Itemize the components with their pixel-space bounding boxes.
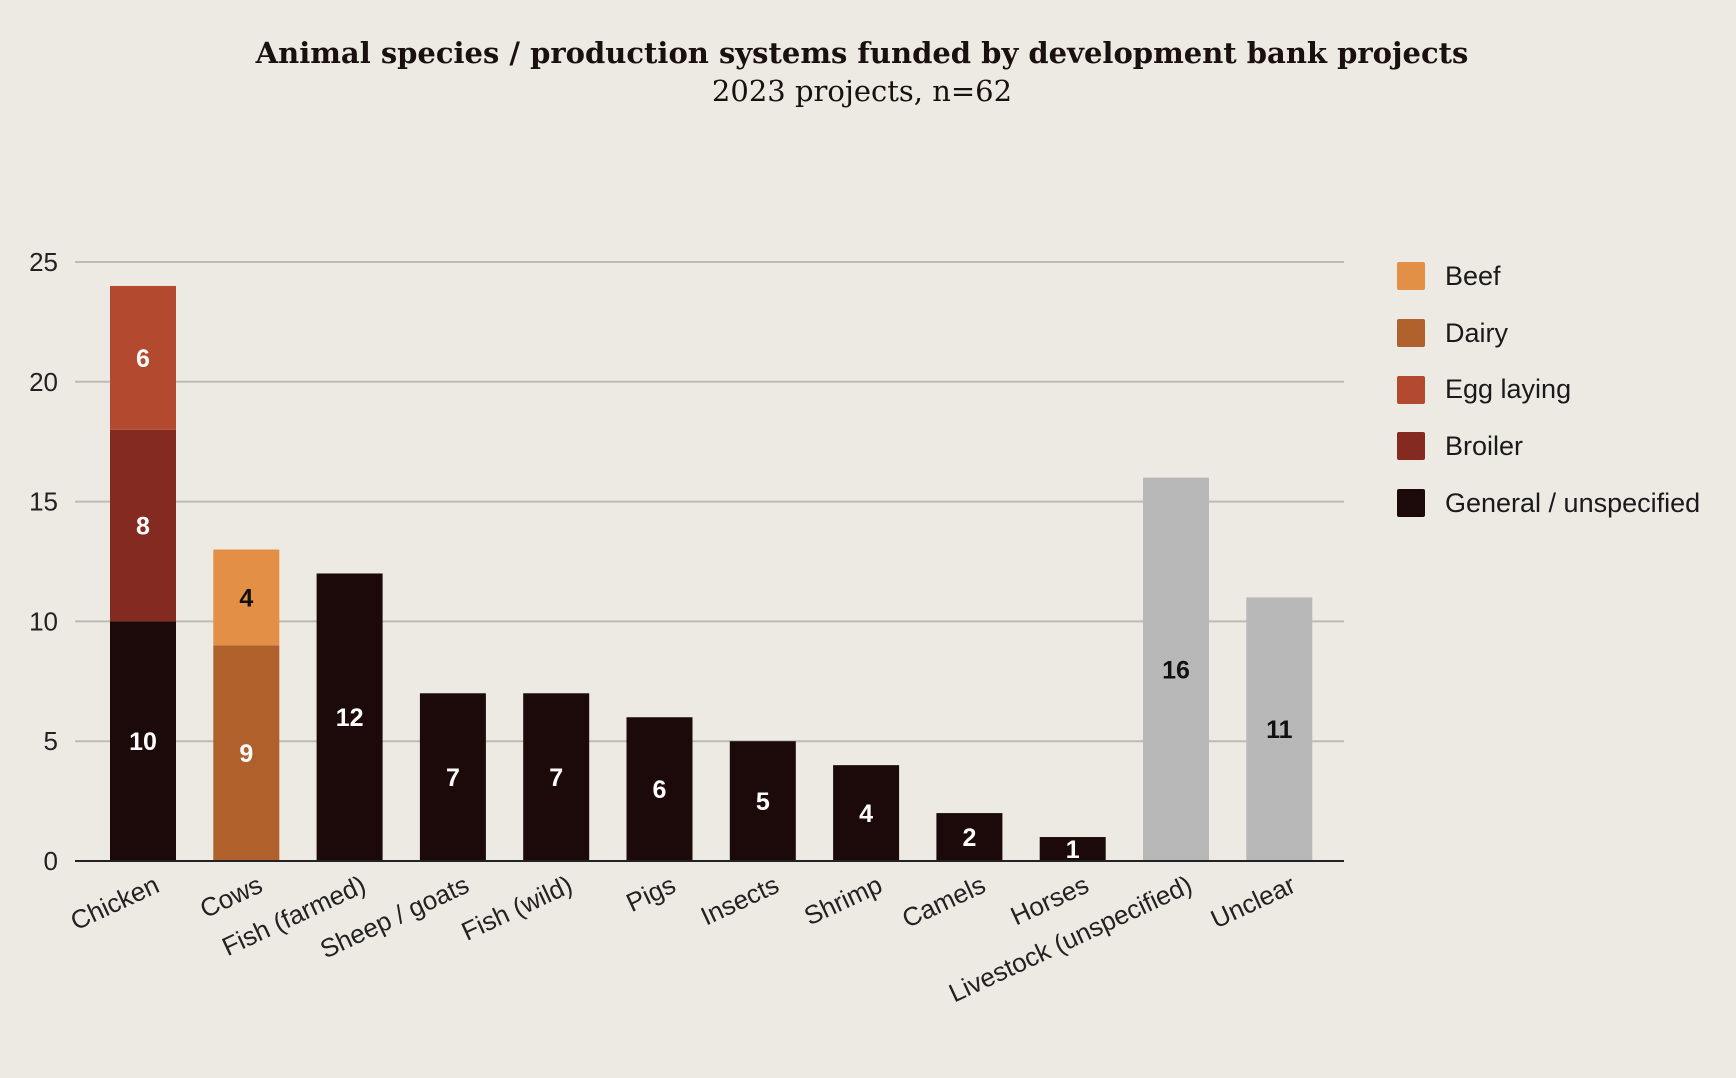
- data-label: 16: [1162, 656, 1190, 684]
- bar-segment: [1039, 837, 1106, 861]
- legend-item: Egg laying: [1397, 361, 1700, 418]
- y-tick-label: 20: [29, 367, 58, 397]
- x-tick-label: Shrimp: [799, 869, 886, 931]
- legend-label: General / unspecified: [1445, 487, 1701, 518]
- legend-item: General / unspecified: [1397, 475, 1700, 532]
- bar-segment: [833, 765, 900, 861]
- chart-subtitle: 2023 projects, n=62: [711, 74, 1013, 108]
- data-label: 9: [239, 740, 253, 768]
- bar-segment: [626, 717, 693, 861]
- bar-segment: [729, 741, 796, 861]
- legend-swatch: [1397, 375, 1425, 404]
- legend: Beef Dairy Egg laying Broiler General / unsp…: [1397, 248, 1700, 531]
- y-tick-label: 15: [29, 487, 58, 517]
- x-tick-label: Chicken: [66, 869, 164, 936]
- bar-segment: [316, 573, 383, 861]
- bar-segment: [1246, 597, 1313, 861]
- x-tick-label: Camels: [897, 869, 990, 933]
- bar-segment: [936, 813, 1003, 861]
- data-label: 7: [446, 764, 460, 792]
- bar-segment: [110, 429, 176, 622]
- bar-segment: [110, 285, 176, 430]
- bar-segment: [419, 693, 486, 861]
- data-label: 12: [336, 704, 364, 732]
- x-tick-label: Unclear: [1206, 869, 1300, 934]
- legend-swatch: [1397, 319, 1425, 348]
- data-label: 6: [136, 345, 150, 373]
- data-label: 4: [239, 584, 253, 612]
- data-label: 11: [1266, 716, 1293, 744]
- data-label: 1: [1066, 836, 1080, 864]
- legend-swatch: [1397, 489, 1425, 518]
- legend-label: Egg laying: [1445, 374, 1572, 405]
- legend-item: Broiler: [1397, 418, 1700, 475]
- x-tick-label: Pigs: [622, 869, 681, 918]
- data-label: 5: [756, 788, 770, 816]
- bar-segment: [110, 621, 176, 861]
- data-label: 8: [136, 513, 150, 541]
- y-tick-label: 0: [44, 846, 58, 876]
- legend-label: Dairy: [1445, 317, 1509, 348]
- bar-segment: [213, 549, 280, 646]
- legend-item: Dairy: [1397, 305, 1700, 362]
- data-label: 6: [653, 776, 667, 804]
- legend-item: Beef: [1397, 248, 1700, 305]
- bar-segment: [213, 645, 280, 861]
- legend-label: Broiler: [1445, 430, 1524, 461]
- chart-title: Animal species / production systems fund…: [255, 36, 1469, 70]
- y-tick-label: 10: [29, 606, 58, 636]
- legend-label: Beef: [1445, 260, 1501, 291]
- x-tick-label: Fish (wild): [457, 869, 577, 946]
- bar-segment: [1143, 477, 1209, 861]
- y-tick-label: 25: [29, 247, 58, 277]
- data-label: 7: [549, 764, 563, 792]
- legend-swatch: [1397, 262, 1425, 291]
- legend-swatch: [1397, 432, 1425, 461]
- bar-segment: [523, 693, 590, 861]
- data-label: 2: [962, 824, 976, 852]
- data-label: 10: [129, 728, 157, 756]
- y-tick-label: 5: [44, 726, 58, 756]
- x-tick-label: Insects: [696, 869, 783, 931]
- data-label: 4: [859, 800, 873, 828]
